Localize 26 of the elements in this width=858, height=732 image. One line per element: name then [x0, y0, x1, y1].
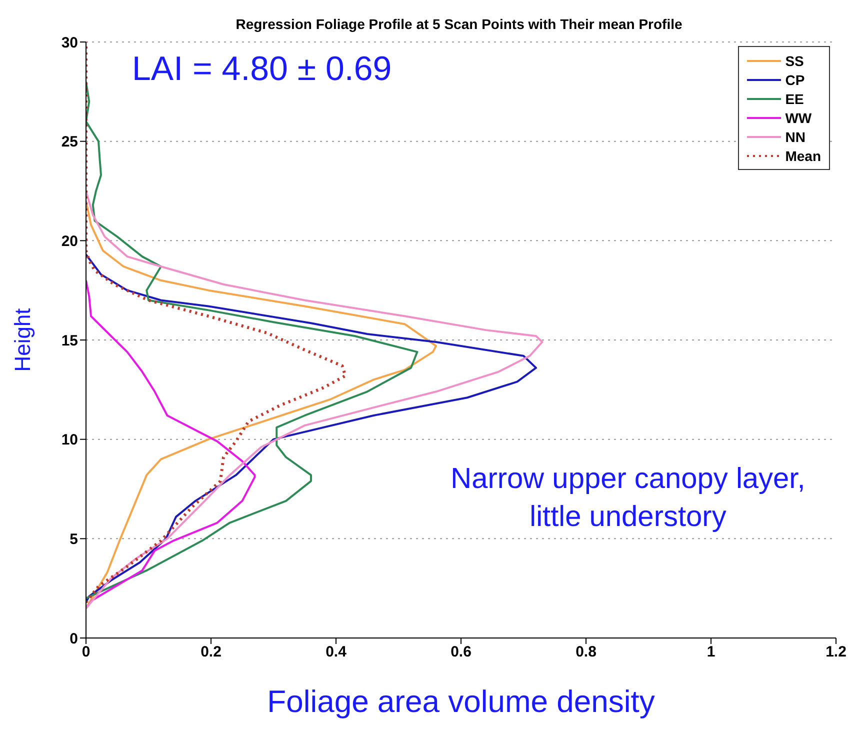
y-tick-label: 15	[61, 332, 78, 350]
annotation: LAI = 4.80 ± 0.69	[132, 50, 392, 89]
line-series	[86, 80, 418, 600]
legend-label: CP	[785, 72, 805, 88]
y-tick-label: 10	[61, 432, 78, 449]
legend-label: EE	[785, 90, 804, 106]
annotation: Narrow upper canopy layer, little understory	[450, 462, 806, 535]
x-tick-label: 0.6	[450, 644, 472, 661]
x-tick-label: 0.2	[200, 644, 222, 661]
x-tick-label: 0.8	[576, 644, 596, 661]
y-tick-label: 30	[61, 34, 78, 52]
x-tick-label: 1	[706, 644, 716, 661]
y-tick-label: 0	[70, 630, 78, 648]
x-tick-label: 0	[82, 644, 90, 661]
legend-label: SS	[785, 52, 804, 68]
legend-label: Mean	[785, 148, 821, 164]
y-axis-title: Height	[10, 308, 35, 372]
x-axis-title: Foliage area volume density	[267, 684, 656, 719]
y-tick-label: 5	[70, 530, 78, 548]
legend-label: WW	[785, 110, 812, 126]
legend-label: NN	[785, 128, 806, 144]
y-tick-label: 20	[61, 232, 78, 250]
x-tick-label: 1.2	[826, 644, 846, 661]
x-tick-label: 0.4	[326, 644, 348, 661]
y-tick-label: 25	[61, 134, 78, 151]
chart-title: Regression Foliage Profile at 5 Scan Points with Their mean Profile	[234, 16, 684, 32]
